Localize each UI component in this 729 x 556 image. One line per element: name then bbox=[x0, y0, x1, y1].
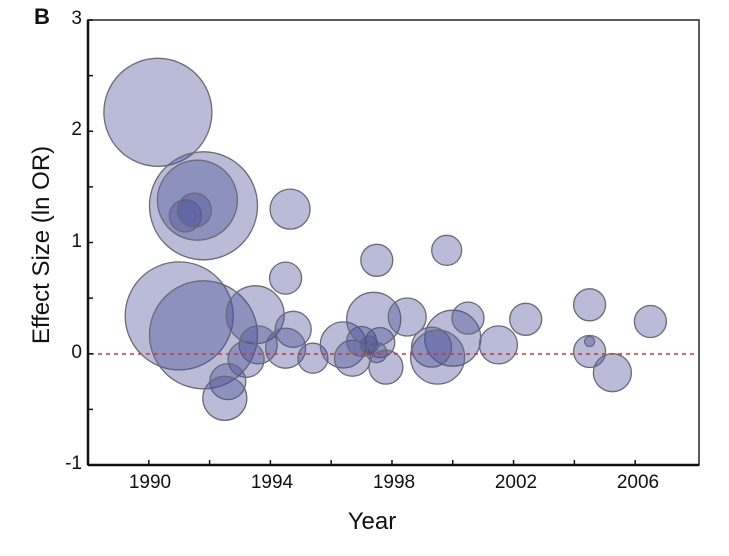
study-bubble bbox=[176, 192, 213, 228]
study-bubble bbox=[124, 261, 234, 371]
x-axis-label: Year bbox=[347, 508, 397, 535]
y-tick-label: 2 bbox=[71, 119, 82, 140]
study-bubble bbox=[592, 353, 633, 393]
x-tick-label: 1990 bbox=[128, 472, 172, 493]
study-bubble bbox=[269, 188, 311, 230]
y-tick-label: -1 bbox=[65, 453, 82, 474]
x-tick-label: 1994 bbox=[250, 472, 294, 493]
y-tick-label: 1 bbox=[71, 231, 82, 252]
bubble-layer bbox=[103, 57, 668, 421]
study-bubble bbox=[202, 375, 248, 421]
y-axis-label: Effect Size (ln OR) bbox=[28, 145, 55, 345]
study-bubble bbox=[360, 243, 394, 277]
study-bubble bbox=[345, 325, 378, 358]
study-bubble bbox=[409, 329, 466, 385]
study-bubble bbox=[509, 302, 543, 336]
panel-label: B bbox=[34, 4, 50, 29]
study-bubble bbox=[148, 280, 259, 390]
study-bubble bbox=[410, 326, 453, 368]
x-tick-label: 2002 bbox=[494, 472, 538, 493]
study-bubble bbox=[478, 325, 519, 365]
study-bubble bbox=[451, 301, 485, 335]
study-bubble bbox=[264, 327, 307, 369]
study-bubble bbox=[431, 234, 463, 266]
study-bubble bbox=[359, 335, 379, 355]
study-bubble bbox=[148, 151, 259, 261]
study-bubble bbox=[368, 349, 404, 385]
study-bubble bbox=[633, 304, 668, 339]
study-bubble bbox=[156, 159, 239, 241]
study-bubble bbox=[387, 297, 427, 337]
study-bubble bbox=[583, 335, 596, 348]
study-bubble bbox=[103, 57, 213, 167]
study-bubble bbox=[346, 291, 402, 347]
x-tick-label: 2006 bbox=[616, 472, 660, 493]
study-bubble bbox=[268, 261, 303, 295]
y-tick-label: 0 bbox=[71, 342, 82, 363]
study-bubble bbox=[572, 334, 607, 369]
study-bubble bbox=[572, 288, 607, 322]
study-bubble bbox=[227, 340, 265, 378]
x-tick-label: 1998 bbox=[372, 472, 416, 493]
axis-ticks bbox=[88, 19, 636, 466]
y-tick-label: 3 bbox=[71, 8, 82, 29]
